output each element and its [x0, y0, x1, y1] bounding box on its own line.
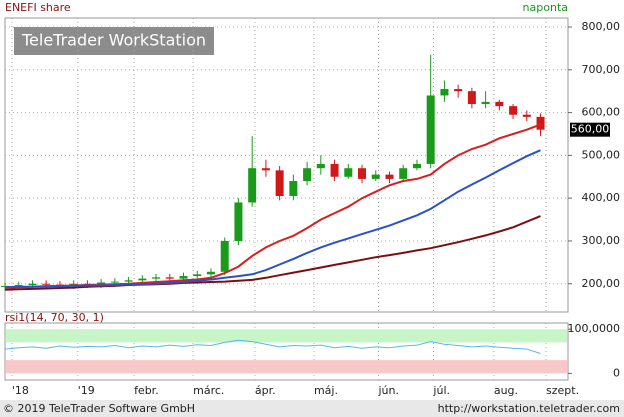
candle-body	[358, 168, 367, 179]
candle-body	[124, 280, 133, 282]
candle-body	[165, 277, 174, 279]
candle-body	[110, 281, 119, 283]
frequency: naponta	[523, 1, 568, 14]
y-tick-label: 500,00	[582, 148, 621, 161]
candle-body	[454, 89, 463, 92]
x-tick-label: '18	[12, 384, 29, 397]
line	[4, 339, 541, 354]
candle-body	[316, 163, 325, 169]
x-tick-label: máj.	[314, 384, 338, 397]
candle-body	[371, 174, 380, 179]
x-tick-label: júl.	[432, 384, 450, 397]
candle-body	[152, 277, 161, 279]
y-tick-label: 300,00	[582, 234, 621, 247]
candle-body	[248, 168, 257, 203]
candle-body	[495, 101, 504, 107]
y-tick-label: 100,0000	[568, 322, 621, 335]
candle-body	[344, 168, 353, 177]
candle-body	[330, 163, 339, 177]
candle-body	[97, 282, 106, 285]
candle-body	[234, 202, 243, 241]
line	[4, 215, 541, 291]
candle-body	[467, 91, 476, 105]
candle-body	[14, 285, 23, 287]
logo-box	[14, 27, 214, 55]
candle-body	[261, 168, 270, 171]
x-tick-label: ápr.	[255, 384, 276, 397]
oversold-band	[6, 360, 567, 374]
copyright: © 2019 TeleTrader Software GmbH	[3, 402, 195, 415]
candle-body	[303, 168, 312, 182]
candle-body	[522, 114, 531, 117]
y-tick-label: 0	[613, 366, 620, 379]
rsi-legend: rsi1(14, 70, 30, 1)	[5, 311, 104, 324]
y-tick-label: 700,00	[582, 63, 621, 76]
legend-title: ENEFI share	[5, 1, 71, 14]
y-tick-label: 400,00	[582, 191, 621, 204]
x-tick-label: aug.	[494, 384, 518, 397]
price-panel	[4, 17, 569, 313]
candle-body	[536, 116, 545, 130]
y-tick-label: 200,00	[582, 277, 621, 290]
candle-body	[289, 181, 298, 197]
candle-body	[412, 163, 421, 169]
candle-body	[179, 276, 188, 279]
candle-body	[42, 283, 51, 285]
url: http://workstation.teletrader.com	[438, 402, 620, 415]
x-tick-label: márc.	[193, 384, 224, 397]
x-tick-label: febr.	[134, 384, 159, 397]
candle-body	[275, 170, 284, 197]
rsi-panel	[4, 322, 569, 381]
y-tick-label: 600,00	[582, 106, 621, 119]
candle-body	[385, 174, 394, 179]
candle-body	[193, 274, 202, 277]
line	[4, 149, 541, 289]
candle-body	[138, 278, 147, 281]
overbought-band	[6, 329, 567, 343]
candle-body	[426, 95, 435, 164]
candle-body	[440, 89, 449, 96]
candle-body	[509, 106, 518, 115]
y-tick-label: 800,00	[582, 20, 621, 33]
candle-body	[481, 101, 490, 105]
candle-body	[206, 271, 215, 275]
candle-body	[28, 283, 37, 286]
footer-bar	[0, 400, 624, 417]
x-tick-label: jún.	[378, 384, 400, 397]
x-tick-label: szept.	[546, 384, 579, 397]
last-price-box	[570, 122, 610, 137]
x-tick-label: '19	[78, 384, 95, 397]
last-price-label: 560,00	[571, 123, 610, 136]
candle-body	[220, 240, 229, 272]
logo: TeleTrader WorkStation	[21, 31, 206, 50]
candle-body	[399, 168, 408, 179]
